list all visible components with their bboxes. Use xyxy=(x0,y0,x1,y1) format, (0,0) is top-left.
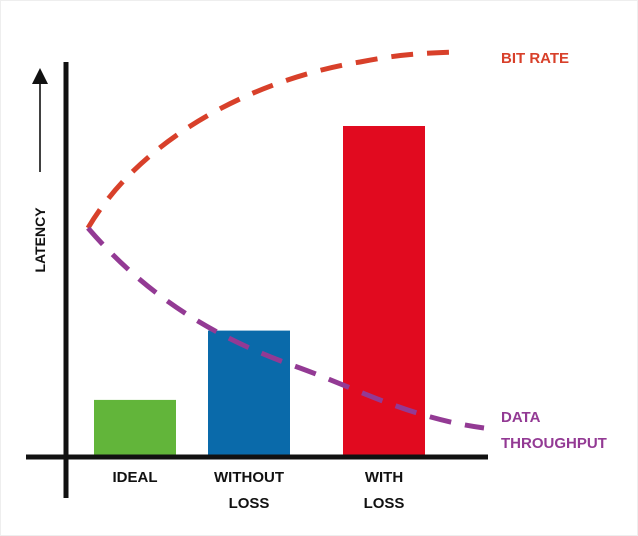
series-labels: BIT RATE DATA THROUGHPUT xyxy=(501,50,607,452)
series-label: BIT RATE xyxy=(501,50,569,67)
bars xyxy=(94,126,425,456)
y-axis-label: LATENCY xyxy=(32,207,48,273)
category-label: LOSS xyxy=(229,495,270,512)
bar-without-loss xyxy=(208,331,290,456)
category-label: IDEAL xyxy=(113,469,158,486)
category-label: WITH xyxy=(365,469,403,486)
series-label: THROUGHPUT xyxy=(501,435,607,452)
bar-with-loss xyxy=(343,126,425,456)
bar-ideal xyxy=(94,400,176,456)
series-label: DATA xyxy=(501,409,541,426)
category-label: LOSS xyxy=(364,495,405,512)
category-label: WITHOUT xyxy=(214,469,284,486)
category-labels: IDEAL WITHOUT LOSS WITH LOSS xyxy=(113,469,405,512)
